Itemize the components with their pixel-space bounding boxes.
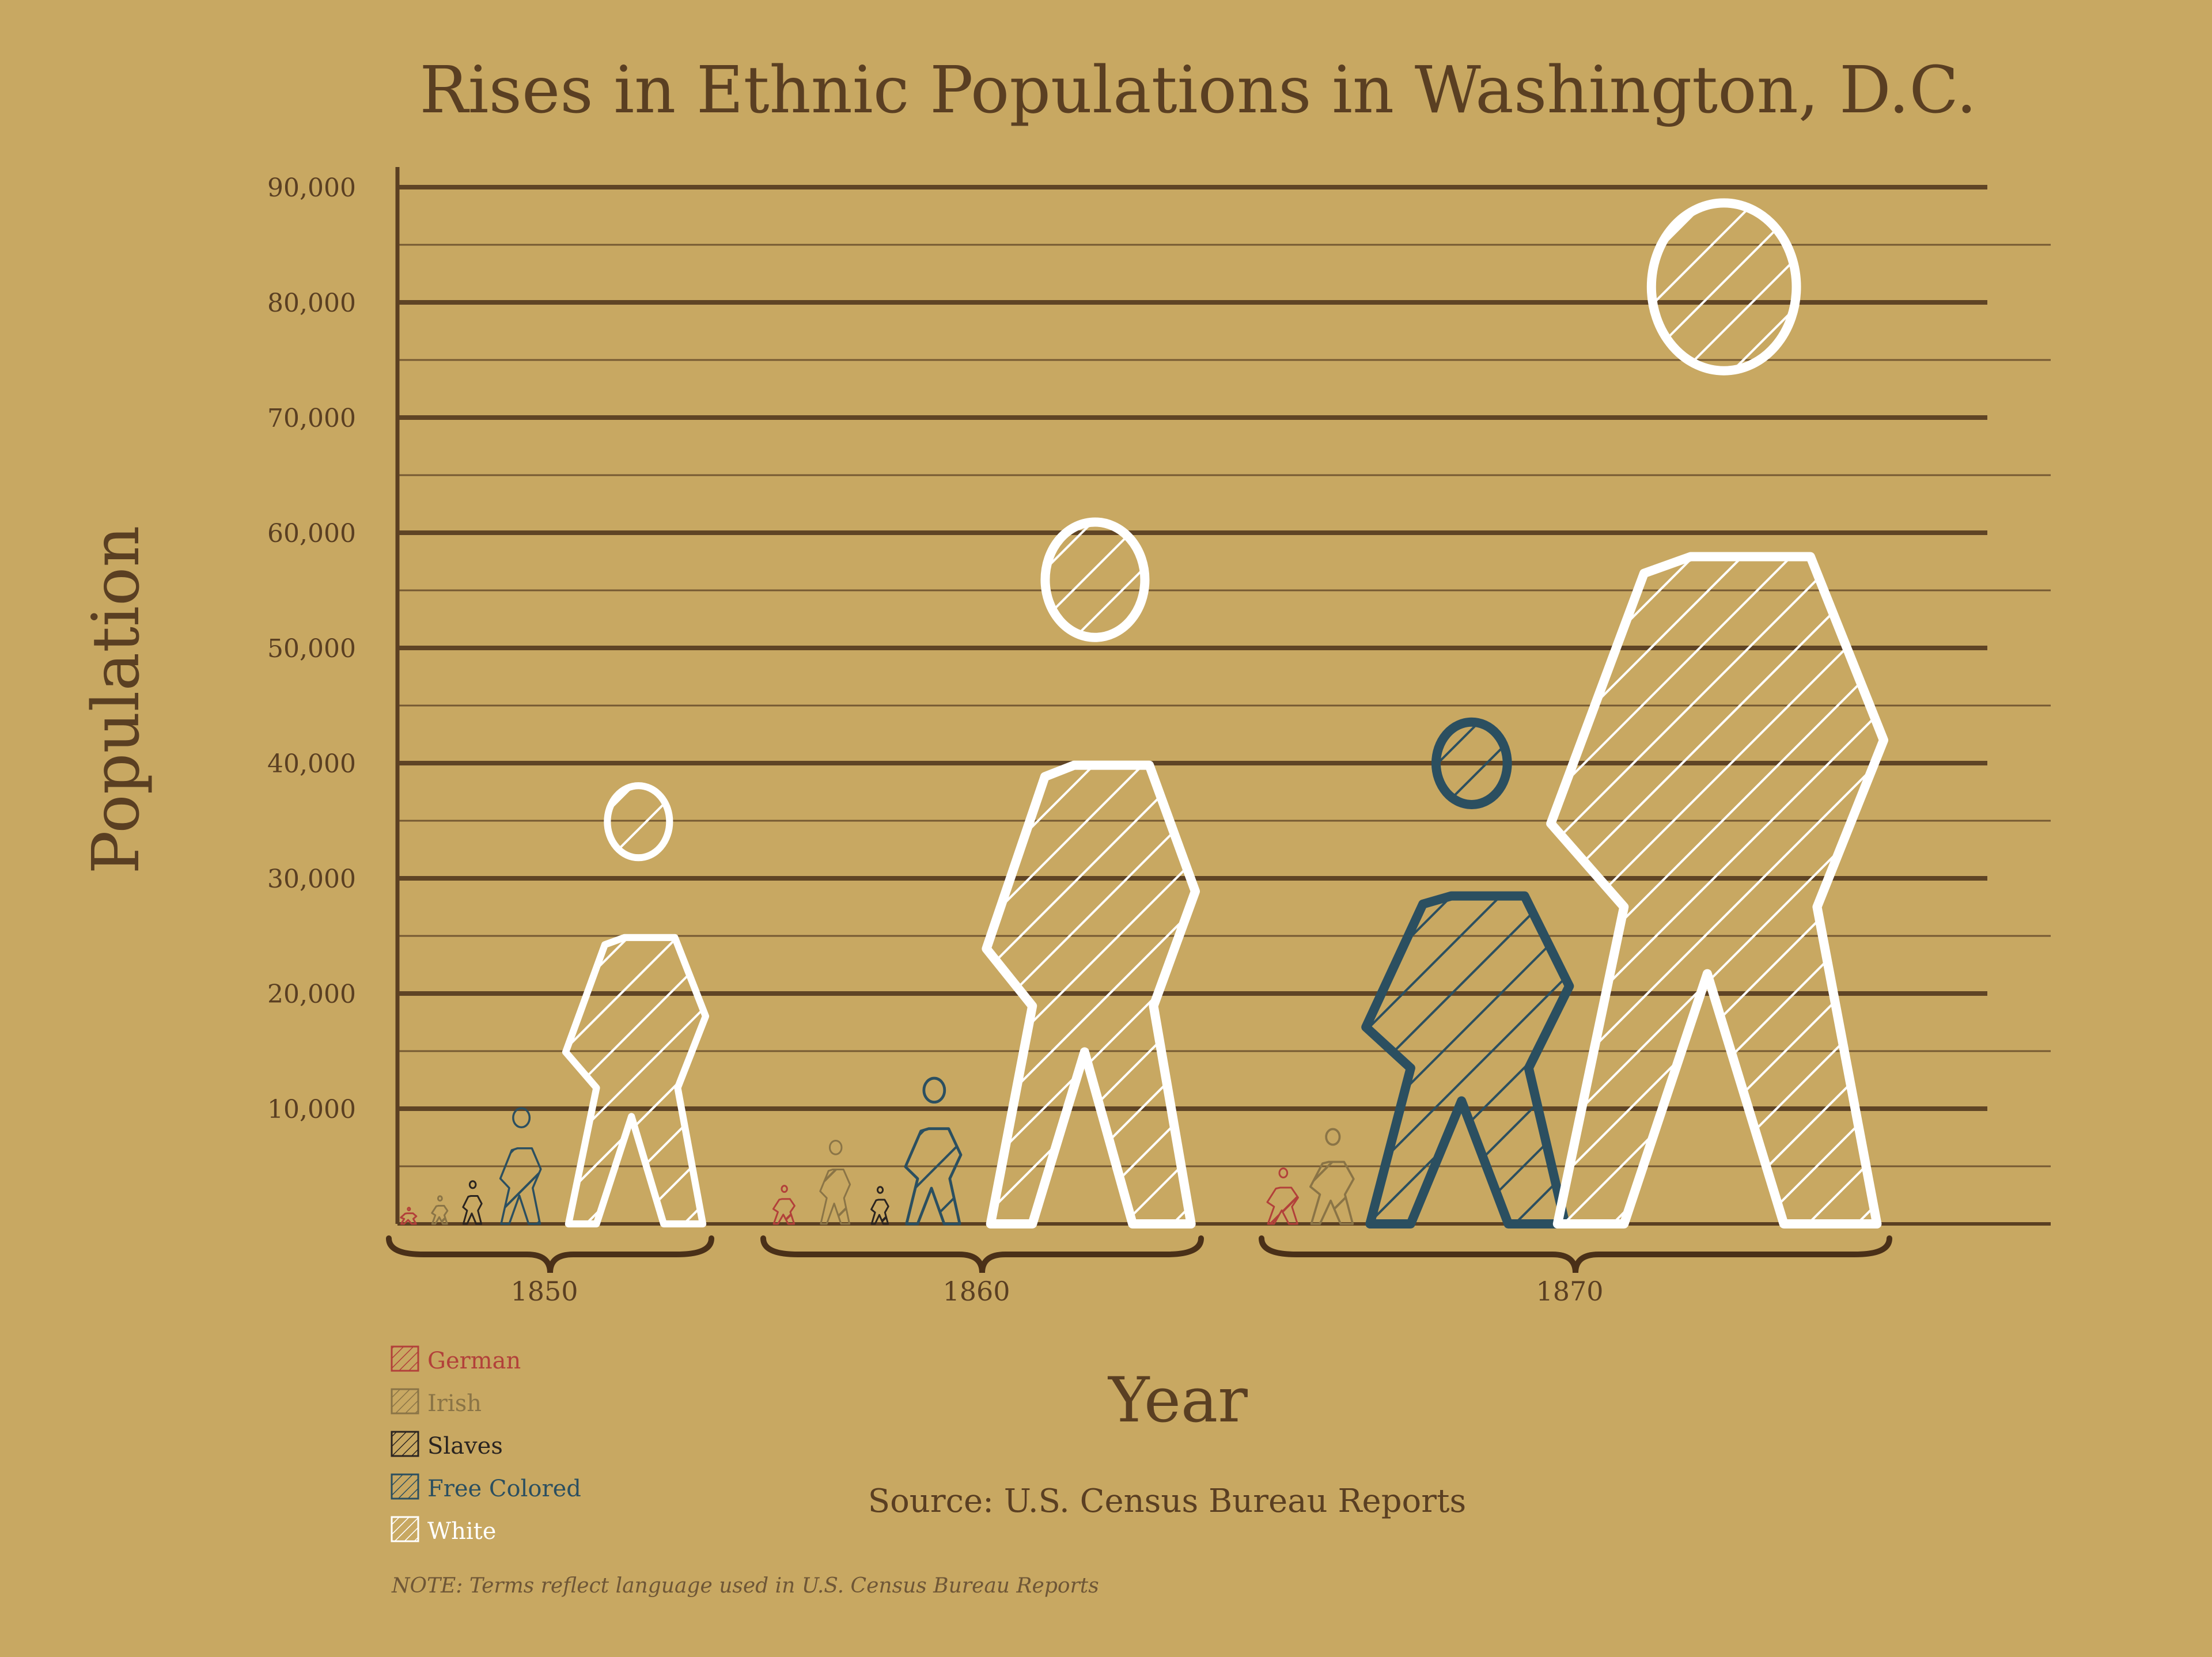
- figure-head: [468, 1180, 477, 1189]
- chart-title: Rises in Ethnic Populations in Washingto…: [419, 53, 1976, 128]
- legend-item-irish: Irish: [391, 1388, 482, 1417]
- y-tick-label: 70,000: [267, 404, 356, 433]
- figure-body: [870, 1199, 889, 1225]
- legend: German Irish Slaves Free Colored White: [391, 1345, 581, 1545]
- x-axis-label: Year: [1107, 1364, 1248, 1436]
- figure-body: [1361, 891, 1574, 1228]
- figure-irish-1860: [819, 1139, 851, 1225]
- figure-irish-1870: [1309, 1128, 1355, 1225]
- legend-swatch: [391, 1388, 419, 1415]
- figure-head: [1278, 1167, 1289, 1178]
- y-tick-label: 80,000: [267, 289, 356, 318]
- figure-german-1860: [772, 1185, 796, 1225]
- category-brace: [760, 1235, 1204, 1273]
- category-brace: [386, 1235, 714, 1273]
- figure-head: [781, 1185, 788, 1193]
- legend-label: Slaves: [427, 1433, 503, 1459]
- figure-head: [1040, 517, 1150, 642]
- figure-white-1870: [1546, 198, 1888, 1228]
- figure-body: [562, 934, 710, 1228]
- y-axis-label: Population: [79, 525, 154, 874]
- x-tick-label: 1860: [942, 1276, 1010, 1307]
- category-brace: [1259, 1235, 1892, 1273]
- figure-head: [828, 1139, 843, 1155]
- legend-label: White: [427, 1518, 496, 1545]
- figure-head: [1325, 1128, 1341, 1146]
- y-tick-label: 20,000: [267, 980, 356, 1009]
- figure-body: [1309, 1161, 1355, 1225]
- legend-swatch: [391, 1473, 419, 1500]
- legend-label: Free Colored: [427, 1476, 581, 1502]
- figure-free-colored-1850: [499, 1107, 542, 1225]
- legend-item-white: White: [391, 1516, 496, 1545]
- legend-item-slaves: Slaves: [391, 1431, 503, 1459]
- legend-item-free-colored: Free Colored: [391, 1473, 581, 1502]
- figure-slaves-1850: [462, 1180, 483, 1225]
- figure-body: [462, 1195, 483, 1225]
- figure-head: [437, 1195, 443, 1202]
- figure-german-1850: [400, 1207, 418, 1225]
- legend-swatch: [391, 1431, 419, 1457]
- footnote: NOTE: Terms reflect language used in U.S…: [391, 1574, 1099, 1598]
- y-tick-label: 10,000: [267, 1095, 356, 1124]
- y-tick-label: 40,000: [267, 749, 356, 779]
- figure-head: [604, 782, 673, 862]
- y-tick-label: 60,000: [267, 519, 356, 548]
- source-note: Source: U.S. Census Bureau Reports: [868, 1482, 1467, 1520]
- figure-body: [1546, 552, 1888, 1228]
- y-tick-label: 50,000: [267, 634, 356, 663]
- y-tick-labels: 10,000 20,000 30,000 40,000 50,000 60,000 70,0…: [267, 173, 356, 1124]
- figure-body: [400, 1212, 418, 1225]
- legend-item-german: German: [391, 1345, 521, 1374]
- legend-label: Irish: [427, 1390, 482, 1417]
- figure-head: [922, 1076, 946, 1104]
- figure-body: [904, 1127, 963, 1226]
- y-tick-label: 30,000: [267, 864, 356, 894]
- figure-head: [407, 1207, 411, 1212]
- figure-white-1860: [982, 517, 1200, 1228]
- x-tick-label: 1870: [1536, 1276, 1603, 1307]
- category-braces: 1850 1860 1870: [386, 1235, 1892, 1307]
- figure-head: [876, 1186, 884, 1194]
- figure-head: [1431, 717, 1512, 809]
- figure-body: [982, 760, 1200, 1228]
- figure-body: [819, 1169, 851, 1225]
- figure-free-colored-1870: [1361, 717, 1574, 1228]
- y-tick-label: 90,000: [267, 173, 356, 203]
- figure-white-1850: [562, 782, 710, 1228]
- legend-label: German: [427, 1348, 521, 1374]
- figure-head: [512, 1107, 531, 1129]
- x-tick-label: 1850: [510, 1276, 578, 1307]
- figure-head: [1646, 198, 1801, 376]
- legend-swatch: [391, 1516, 419, 1542]
- figure-german-1870: [1266, 1167, 1299, 1225]
- data-figures: [400, 198, 1888, 1228]
- figure-body: [431, 1205, 449, 1225]
- figure-irish-1850: [431, 1195, 449, 1225]
- figure-free-colored-1860: [904, 1076, 963, 1226]
- figure-body: [1266, 1186, 1299, 1225]
- figure-slaves-1860: [870, 1186, 889, 1225]
- figure-body: [772, 1198, 796, 1225]
- figure-body: [499, 1147, 542, 1225]
- legend-swatch: [391, 1345, 419, 1372]
